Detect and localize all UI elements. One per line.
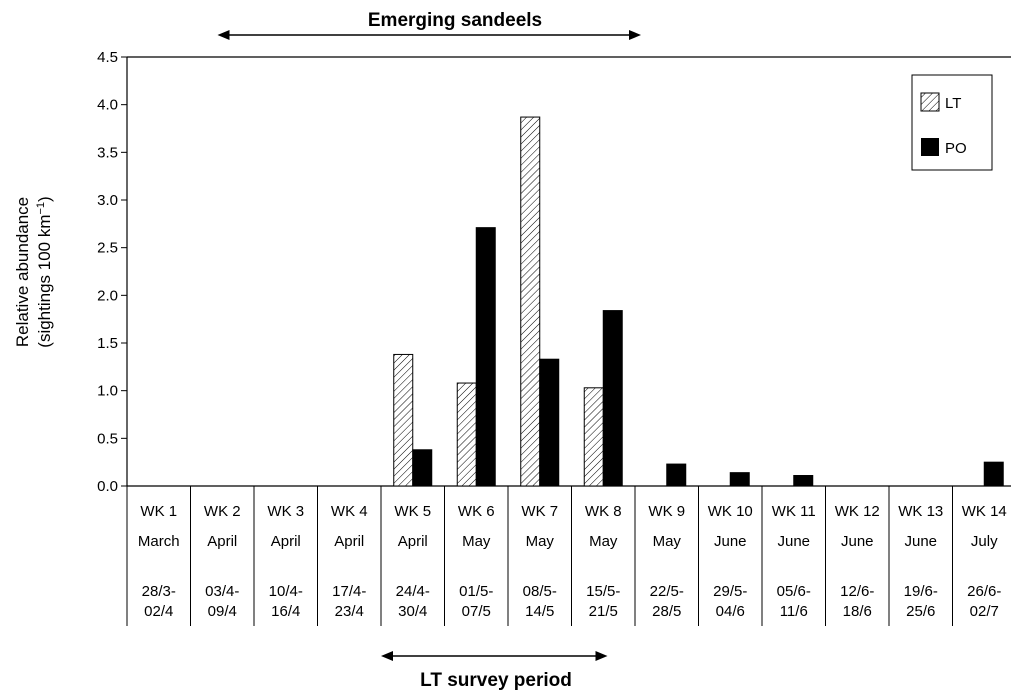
legend-swatch-lt: [920, 92, 940, 112]
axes: [126, 56, 1011, 487]
bar-lt: [583, 387, 604, 487]
category-dates-end-label: 09/4: [208, 603, 237, 620]
category-month-label: June: [841, 533, 874, 550]
bar-po: [729, 472, 750, 487]
bar-po: [983, 461, 1004, 487]
category-month-label: May: [462, 533, 491, 550]
category-month-label: May: [653, 533, 682, 550]
category-month-label: June: [777, 533, 810, 550]
y-tick-label: 2.0: [97, 287, 118, 304]
bar-po: [412, 449, 433, 487]
y-ticks: 0.0 0.5 1.0 1.5 2.0 2.5 3.0 3.5 4.0 4.5: [97, 49, 127, 495]
bar-po: [793, 475, 814, 487]
category-week-label: WK 4: [331, 503, 368, 520]
category-week-label: WK 13: [898, 503, 943, 520]
category-dates-end-label: 30/4: [398, 603, 427, 620]
legend-label-lt: LT: [945, 95, 961, 112]
category-dates-end-label: 28/5: [652, 603, 681, 620]
category-dates-end-label: 07/5: [462, 603, 491, 620]
category-month-label: April: [398, 533, 428, 550]
bar-lt: [456, 382, 477, 487]
y-tick-label: 3.5: [97, 144, 118, 161]
category-week-label: WK 9: [648, 503, 685, 520]
y-axis-label-line2: (sightings 100 km−1): [35, 196, 54, 347]
legend-swatch-po: [921, 138, 939, 156]
category-dates-start-label: 08/5-: [523, 583, 557, 600]
arrow-head-right: [629, 30, 641, 40]
arrow-head-right: [595, 651, 608, 661]
category-month-label: April: [271, 533, 301, 550]
bar-po: [666, 463, 687, 487]
category-dates-start-label: 29/5-: [713, 583, 747, 600]
category-dates-end-label: 16/4: [271, 603, 300, 620]
category-dates-start-label: 01/5-: [459, 583, 493, 600]
category-dates-start-label: 28/3-: [142, 583, 176, 600]
lt-survey-period-label: LT survey period: [420, 670, 572, 691]
category-week-label: WK 10: [708, 503, 753, 520]
y-tick-label: 4.0: [97, 97, 118, 114]
category-dates-start-label: 05/6-: [777, 583, 811, 600]
category-week-label: WK 3: [267, 503, 304, 520]
category-week-label: WK 6: [458, 503, 495, 520]
lt-survey-arrow: [381, 651, 608, 661]
category-month-label: April: [207, 533, 237, 550]
arrow-head-left: [217, 30, 230, 40]
category-dates-end-label: 14/5: [525, 603, 554, 620]
category-week-label: WK 8: [585, 503, 622, 520]
category-dates-start-label: 19/6-: [904, 583, 938, 600]
bars: [393, 116, 1004, 487]
emerging-sandeels-arrow: [217, 30, 641, 40]
y-axis-label: Relative abundance (sightings 100 km−1): [13, 196, 54, 347]
category-dates-end-label: 21/5: [589, 603, 618, 620]
category-dates-end-label: 02/7: [970, 603, 999, 620]
category-week-label: WK 2: [204, 503, 241, 520]
category-month-label: May: [589, 533, 618, 550]
bar-po: [475, 227, 496, 487]
category-week-label: WK 14: [962, 503, 1007, 520]
bar-lt: [393, 353, 414, 487]
category-dates-end-label: 23/4: [335, 603, 364, 620]
category-dates-start-label: 03/4-: [205, 583, 239, 600]
category-week-label: WK 1: [140, 503, 177, 520]
y-tick-label: 1.0: [97, 383, 118, 400]
legend-label-po: PO: [945, 140, 967, 157]
y-tick-label: 3.0: [97, 192, 118, 209]
y-tick-label: 0.0: [97, 478, 118, 495]
category-dates-end-label: 18/6: [843, 603, 872, 620]
y-tick-label: 2.5: [97, 240, 118, 257]
category-dates-start-label: 24/4-: [396, 583, 430, 600]
category-week-label: WK 5: [394, 503, 431, 520]
bar-po: [539, 358, 560, 487]
bar-po: [602, 310, 623, 487]
category-month-label: June: [714, 533, 747, 550]
bar-lt: [520, 116, 541, 487]
category-week-label: WK 7: [521, 503, 558, 520]
category-dates-end-label: 11/6: [780, 603, 808, 620]
category-month-label: May: [526, 533, 555, 550]
x-categories: WK 1 March 28/3- 02/4 WK 2 April 03/4- 09/4 WK 3…: [126, 486, 1007, 626]
emerging-sandeels-label: Emerging sandeels: [368, 10, 542, 31]
category-month-label: March: [138, 533, 180, 550]
category-dates-start-label: 12/6-: [840, 583, 874, 600]
category-month-label: June: [904, 533, 937, 550]
category-dates-start-label: 10/4-: [269, 583, 303, 600]
y-tick-label: 0.5: [97, 430, 118, 447]
category-dates-start-label: 26/6-: [967, 583, 1001, 600]
y-axis-label-line1: Relative abundance: [13, 197, 32, 347]
category-dates-start-label: 15/5-: [586, 583, 620, 600]
y-tick-label: 4.5: [97, 49, 118, 66]
category-week-label: WK 11: [772, 503, 816, 520]
category-dates-start-label: 17/4-: [332, 583, 366, 600]
category-dates-end-label: 04/6: [716, 603, 745, 620]
category-week-label: WK 12: [835, 503, 880, 520]
legend: LT PO: [911, 74, 993, 171]
category-dates-start-label: 22/5-: [650, 583, 684, 600]
arrow-head-left: [381, 651, 393, 661]
category-dates-end-label: 25/6: [906, 603, 935, 620]
y-tick-label: 1.5: [97, 335, 118, 352]
category-month-label: July: [971, 533, 998, 550]
category-month-label: April: [334, 533, 364, 550]
category-dates-end-label: 02/4: [144, 603, 173, 620]
